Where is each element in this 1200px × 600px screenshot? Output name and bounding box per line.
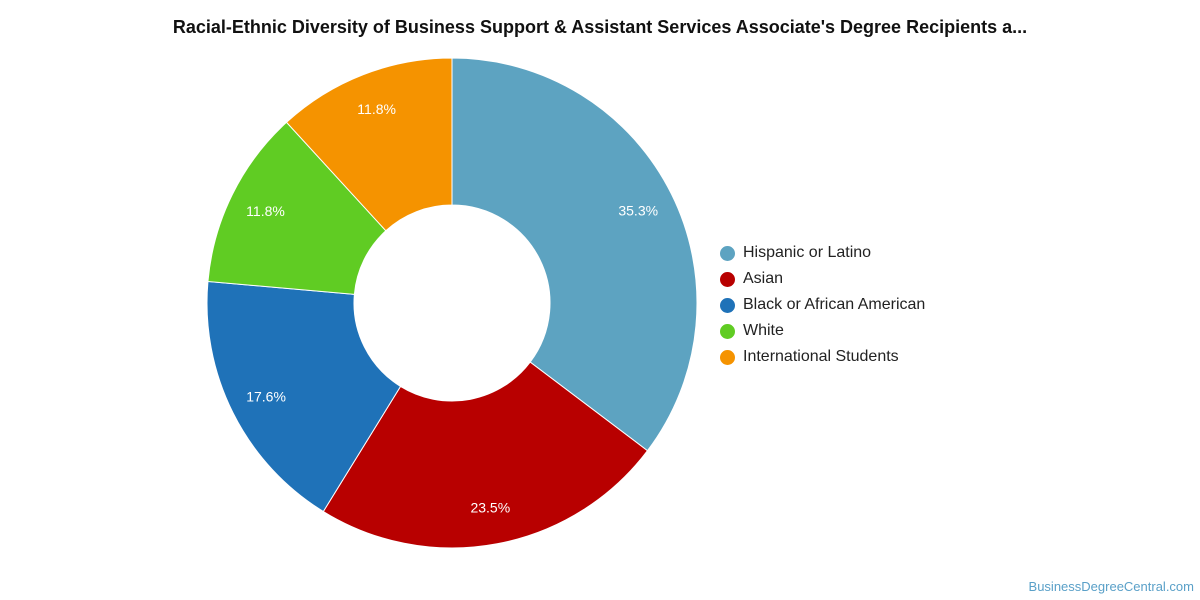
slice-label: 23.5% [470,499,510,515]
legend-label: Asian [743,270,784,287]
slice-label: 17.6% [246,388,286,404]
legend-label: Black or African American [743,296,926,313]
chart-title: Racial-Ethnic Diversity of Business Supp… [172,17,1028,37]
legend-swatch [720,323,735,339]
donut-slice[interactable] [322,361,649,549]
legend-label: International Students [743,348,899,365]
donut-slice[interactable] [285,57,453,232]
legend-swatch [720,271,735,287]
slice-label: 11.8% [357,101,396,117]
donut-slice[interactable] [207,121,387,295]
source-link[interactable]: BusinessDegreeCentral.com [1028,579,1194,594]
legend-item[interactable]: Black or African American [720,292,925,318]
legend-swatch [720,245,735,261]
legend-label: Hispanic or Latino [743,244,872,261]
legend-item[interactable]: White [720,318,925,344]
chart-legend: Hispanic or Latino Asian Black or Africa… [720,240,925,370]
donut-slice[interactable] [206,280,402,513]
legend-item[interactable]: Hispanic or Latino [720,240,925,266]
legend-swatch [720,349,735,365]
slice-label: 11.8% [246,203,285,219]
legend-swatch [720,297,735,313]
slice-label: 35.3% [618,202,658,218]
donut-slice[interactable] [451,57,698,452]
legend-label: White [743,322,784,339]
legend-item[interactable]: International Students [720,344,925,370]
legend-item[interactable]: Asian [720,266,925,292]
